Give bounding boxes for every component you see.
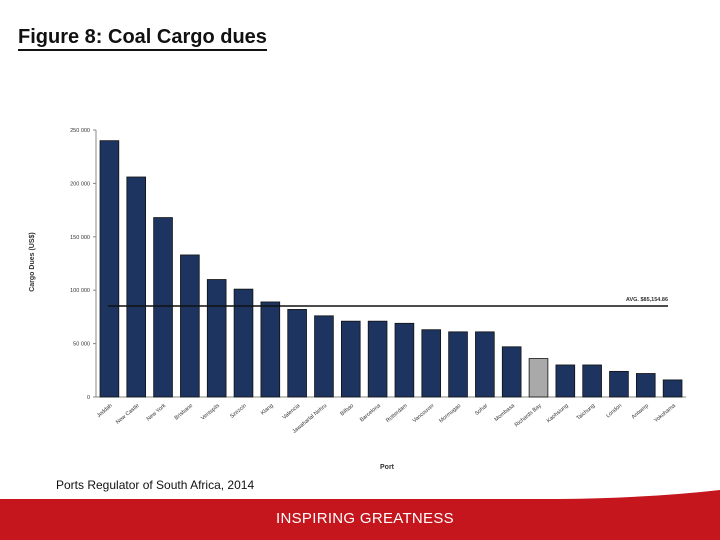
bar-jeddah <box>99 140 120 398</box>
y-axis-label: Cargo Dues (US$) <box>29 232 36 292</box>
x-tick-label: Rotterdam <box>385 403 409 424</box>
y-ticks: 0 50 000 100 000 150 000 200 000 250 000 <box>70 128 96 401</box>
bar-jawaharlal-nehru <box>314 315 334 398</box>
x-axis-label: Port <box>380 464 395 471</box>
bar-mombasa <box>501 346 522 398</box>
x-tick-label: Richards Bay <box>514 403 543 429</box>
bar-vancouver <box>421 329 442 398</box>
source-citation: Ports Regulator of South Africa, 2014 <box>56 478 255 492</box>
bar-antwerp <box>635 373 656 398</box>
x-tick-labels: Jeddah New Castle New York Brisbane Ventspil… <box>96 402 678 435</box>
y-tick-label: 250 000 <box>70 128 90 134</box>
bar-kaohsiung <box>555 364 576 398</box>
y-tick-label: 150 000 <box>70 235 90 241</box>
average-label: AVG. $85,154.86 <box>626 297 668 303</box>
x-tick-label: London <box>605 403 623 419</box>
bar-london <box>609 370 629 398</box>
bar-rotterdam <box>394 322 415 398</box>
y-tick-label: 0 <box>87 395 90 401</box>
slide-title: Figure 8: Coal Cargo dues <box>18 26 267 51</box>
bar-bilbao <box>340 320 361 398</box>
x-tick-label: Jeddah <box>96 403 114 419</box>
x-tick-label: New York <box>146 403 168 423</box>
bar-mormugao <box>448 331 468 398</box>
x-tick-label: Mombasa <box>494 402 517 423</box>
bar-brisbane <box>180 254 200 398</box>
x-tick-label: Klang <box>260 403 275 417</box>
x-tick-label: Ventspils <box>200 403 221 422</box>
x-tick-label: Vancouver <box>412 403 436 424</box>
bar-sohar <box>475 331 495 398</box>
x-tick-label: Sohar <box>474 403 489 417</box>
x-tick-label: Szezcin <box>229 403 248 420</box>
bar-klang <box>260 301 281 398</box>
average-line-group: AVG. $85,154.86 <box>108 297 668 307</box>
x-tick-label: Kaohsiung <box>546 403 570 424</box>
bar-richards-bay <box>528 358 549 398</box>
x-tick-label: Brisbane <box>174 403 194 422</box>
x-tick-label: Bilbao <box>339 403 355 417</box>
x-tick-label: Mormugao <box>438 403 462 424</box>
x-tick-label: Antwerp <box>631 403 650 421</box>
x-tick-label: New Castle <box>115 403 140 426</box>
footer-tagline: INSPIRING GREATNESS <box>276 510 454 527</box>
y-tick-label: 50 000 <box>73 342 90 348</box>
bar-taichung <box>582 364 602 398</box>
bars <box>99 140 683 398</box>
y-tick-label: 100 000 <box>70 288 90 294</box>
bar-yokohama <box>662 379 683 398</box>
y-tick-label: 200 000 <box>70 181 90 187</box>
x-tick-label: Barcelona <box>359 402 383 423</box>
bar-new-castle <box>126 176 147 398</box>
x-tick-label: Taichung <box>576 403 597 422</box>
bar-barcelona <box>367 320 388 398</box>
bar-szezcin <box>233 288 254 398</box>
cargo-dues-chart: 0 50 000 100 000 150 000 200 000 250 000 Jedd… <box>29 128 686 471</box>
footer-band <box>0 499 720 540</box>
bar-ventspils <box>206 279 227 398</box>
bar-valencia <box>287 309 307 398</box>
x-tick-label: Valencia <box>282 402 302 421</box>
x-tick-label: Yokohama <box>653 402 677 424</box>
bar-new-york <box>153 217 173 398</box>
